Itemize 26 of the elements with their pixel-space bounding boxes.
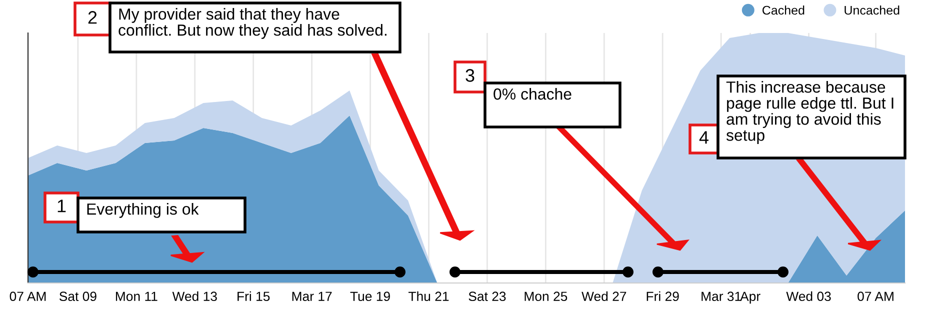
annotation: My provider said that they have conflict. But now they said has solved.	[118, 8, 386, 39]
x-tick-label: Mon 11	[116, 292, 158, 302]
x-tick-label: Fri 29	[646, 291, 679, 302]
annotation: 0% chache	[494, 88, 572, 100]
annotation: Everything is ok	[87, 203, 199, 218]
legend-label: Uncached	[844, 6, 900, 15]
x-tick-label: Mar 31	[702, 292, 741, 302]
x-tick-label: Sat 23	[468, 292, 506, 302]
annotation: This increase because page rulle edge ttl. But I am trying to avoid this setup	[726, 81, 894, 144]
annotation: 3	[466, 69, 474, 82]
annotation: 1	[58, 200, 66, 212]
x-tick-label: Apr	[740, 292, 760, 304]
x-tick-label: 07 AM	[858, 292, 894, 302]
annotation: 4	[699, 131, 708, 144]
x-tick-label: Sat 09	[59, 292, 96, 302]
x-tick-label: Wed 13	[172, 291, 217, 302]
x-tick-label: 07 AM	[10, 292, 46, 302]
x-tick-label: Tue 19	[350, 292, 390, 302]
x-tick-label: Thu 21	[408, 291, 449, 302]
x-tick-label: Wed 03	[786, 291, 831, 302]
x-tick-label: Wed 27	[582, 291, 626, 302]
legend-label: Cached	[762, 6, 804, 15]
text: 2	[88, 11, 97, 24]
x-tick-label: Fri 15	[238, 291, 270, 302]
x-tick-label: Mar 17	[292, 292, 332, 302]
x-tick-label: Mon 25	[524, 292, 568, 302]
